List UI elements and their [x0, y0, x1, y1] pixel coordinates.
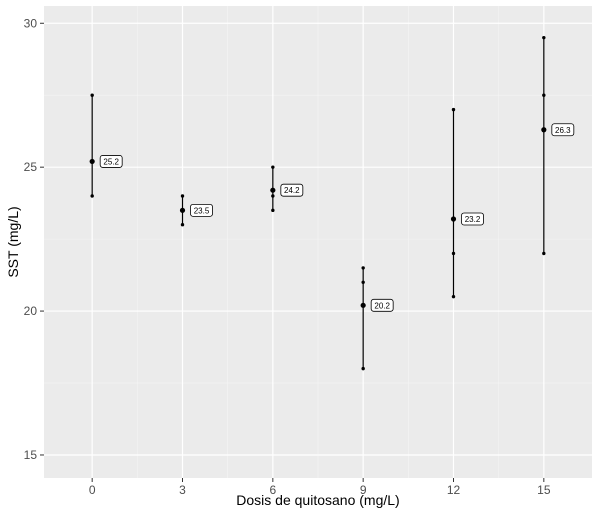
data-point	[361, 280, 365, 284]
mean-label-box	[370, 298, 394, 312]
x-tick-label: 6	[269, 483, 276, 497]
x-tick-label: 12	[447, 483, 461, 497]
y-tick-label: 15	[24, 448, 38, 462]
x-axis: 0 3 6 9 12 15	[89, 478, 551, 497]
data-marks: 25.2 23.5 24.2 20.2 23.2 26.3	[89, 35, 575, 371]
y-tick-label: 25	[24, 160, 38, 174]
mean-label: 20.2	[374, 301, 390, 310]
minor-gridlines	[44, 6, 592, 478]
mean-label-box	[551, 123, 575, 137]
mean-point	[89, 158, 95, 165]
data-point	[542, 35, 546, 40]
mean-label-box	[280, 183, 304, 197]
mean-point	[270, 187, 276, 193]
data-point	[271, 208, 275, 213]
mean-label-box	[190, 203, 213, 217]
mean-point	[450, 216, 457, 222]
data-point	[90, 93, 94, 97]
x-tick-label: 15	[537, 483, 551, 497]
data-point	[271, 194, 275, 198]
mean-label: 23.5	[194, 206, 210, 215]
data-point	[542, 251, 546, 256]
data-point	[451, 107, 456, 112]
mean-point	[179, 207, 186, 213]
y-axis: 15 20 25 30	[24, 16, 44, 462]
x-axis-title: Dosis de quitosano (mg/L)	[236, 492, 399, 508]
mean-label: 23.2	[465, 215, 481, 224]
mean-label: 26.3	[555, 126, 571, 135]
data-point	[542, 93, 546, 97]
x-tick-label: 0	[89, 483, 96, 497]
data-point	[451, 251, 456, 256]
y-tick-label: 20	[24, 304, 38, 318]
data-point	[180, 194, 185, 198]
mean-label-box	[461, 212, 484, 226]
mean-label: 24.2	[284, 186, 300, 195]
data-point	[361, 266, 365, 270]
y-tick-label: 30	[24, 16, 38, 30]
data-point	[90, 194, 94, 198]
y-axis-title: SST (mg/L)	[5, 206, 21, 277]
x-tick-label: 9	[360, 483, 367, 497]
mean-point	[541, 127, 547, 133]
data-point	[180, 223, 185, 227]
mean-point	[360, 302, 366, 308]
mean-label: 25.2	[103, 157, 119, 166]
data-point	[361, 366, 365, 371]
data-point	[451, 294, 456, 299]
mean-label-box	[99, 155, 123, 168]
x-tick-label: 3	[179, 483, 186, 497]
data-point	[271, 165, 275, 169]
